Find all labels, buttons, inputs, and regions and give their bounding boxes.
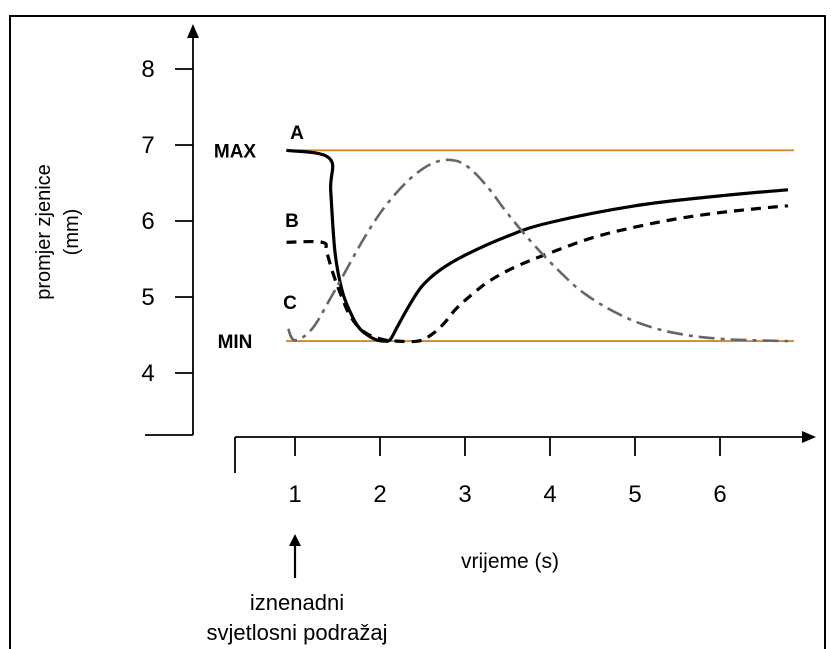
y-ticks: 4 5 6 7 8 xyxy=(141,56,193,387)
x-tick-label: 6 xyxy=(713,481,726,508)
y-tick-label: 7 xyxy=(141,132,154,159)
x-tick-label: 4 xyxy=(543,481,556,508)
series-line-c xyxy=(287,158,789,343)
series-label-a: A xyxy=(290,123,304,144)
y-tick-label: 6 xyxy=(141,208,154,235)
x-tick-label: 2 xyxy=(373,481,386,508)
x-tick-label: 3 xyxy=(458,481,471,508)
y-tick-label: 5 xyxy=(141,284,154,311)
y-axis-arrow-icon xyxy=(187,24,199,38)
frame-border xyxy=(9,15,826,649)
stimulus-label-line1: iznenadni xyxy=(250,590,344,615)
y-axis-label-line2: (mm) xyxy=(61,209,83,256)
series-label-c: C xyxy=(283,293,297,314)
series-label-b: B xyxy=(285,211,299,232)
x-tick-label: 1 xyxy=(288,481,301,508)
y-axis-label-line1: promjer zjenice xyxy=(33,164,55,300)
x-tick-label: 5 xyxy=(628,481,641,508)
y-tick-label: 8 xyxy=(141,56,154,83)
x-axis-label: vrijeme (s) xyxy=(461,550,559,573)
stimulus-label-line2: svjetlosni podražaj xyxy=(207,620,388,645)
y-tick-label: 4 xyxy=(141,360,154,387)
stimulus-annotation: iznenadni svjetlosni podražaj xyxy=(207,534,388,645)
reference-lines: MAX MIN xyxy=(214,141,794,353)
x-axis-arrow-icon xyxy=(802,431,816,443)
series-line-b xyxy=(286,204,789,344)
reference-label-min: MIN xyxy=(218,332,253,353)
x-ticks: 1 2 3 4 5 6 xyxy=(288,437,727,508)
reference-label-max: MAX xyxy=(214,141,257,162)
series-line-a xyxy=(286,148,789,343)
series-group: A B C xyxy=(283,123,789,344)
